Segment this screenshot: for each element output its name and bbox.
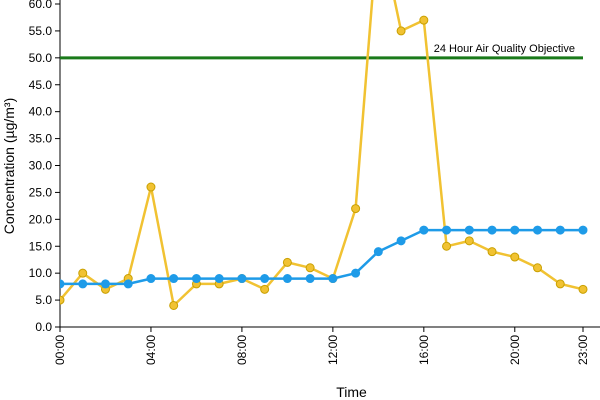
series-1-point — [578, 284, 588, 294]
series-2-point — [328, 274, 338, 284]
series-2-point — [555, 225, 565, 235]
series-1-point — [510, 252, 520, 262]
series-layer — [60, 0, 588, 310]
series-1-point — [464, 236, 474, 246]
series-1-point — [555, 279, 565, 289]
x-tick-label: 08:00 — [235, 335, 249, 365]
y-tick-label: 60.0 — [29, 0, 53, 11]
series-2-point — [510, 225, 520, 235]
y-tick-label: 45.0 — [29, 78, 53, 92]
y-tick-label: 35.0 — [29, 132, 53, 146]
series-1-point — [533, 263, 543, 273]
y-axis-title: Concentration (µg/m³) — [1, 98, 17, 234]
series-1-point — [60, 295, 65, 305]
series-2-point — [396, 236, 406, 246]
series-2-point — [169, 274, 179, 284]
series-2-point — [214, 274, 224, 284]
y-tick-label: 30.0 — [29, 159, 53, 173]
series-2-point — [260, 274, 270, 284]
x-tick-label: 16:00 — [417, 335, 431, 365]
series-2-point — [282, 274, 292, 284]
y-tick-label: 50.0 — [29, 51, 53, 65]
series-2-point — [100, 279, 110, 289]
y-tick-label: 15.0 — [29, 239, 53, 253]
series-2-point — [442, 225, 452, 235]
y-tick-label: 40.0 — [29, 105, 53, 119]
series-1-point — [282, 257, 292, 267]
series-2-point — [237, 274, 247, 284]
series-1-point — [305, 263, 315, 273]
series-1-point — [442, 241, 452, 251]
series-2-point — [464, 225, 474, 235]
series-2-point — [419, 225, 429, 235]
series-2-point — [373, 247, 383, 257]
series-2-point — [487, 225, 497, 235]
series-2-point — [305, 274, 315, 284]
y-tick-label: 0.0 — [35, 320, 52, 334]
series-1-point — [169, 300, 179, 310]
series-2-point — [533, 225, 543, 235]
series-2-point — [351, 268, 361, 278]
y-tick-label: 25.0 — [29, 185, 53, 199]
y-tick-label: 20.0 — [29, 212, 53, 226]
x-axis-ticks: 00:00 04:00 08:00 12:00 16:00 20:00 23:00 — [53, 327, 590, 365]
x-tick-label: 23:00 — [576, 335, 590, 365]
series-1-point — [419, 15, 429, 25]
series-2-point — [146, 274, 156, 284]
series-2-point — [123, 279, 133, 289]
air-quality-objective-label: 24 Hour Air Quality Objective — [434, 43, 575, 55]
x-tick-label: 12:00 — [326, 335, 340, 365]
series-1-point — [78, 268, 88, 278]
x-tick-label: 00:00 — [53, 335, 67, 365]
y-axis-ticks: 0.0 5.0 10.0 15.0 20.0 25.0 30.0 35.0 40.0 45.0 50… — [29, 0, 60, 334]
series-2-point — [78, 279, 88, 289]
y-tick-label: 55.0 — [29, 24, 53, 38]
series-2-point — [191, 274, 201, 284]
y-tick-label: 5.0 — [35, 293, 52, 307]
series-1-point — [396, 26, 406, 36]
series-2-point — [578, 225, 588, 235]
x-tick-label: 04:00 — [144, 335, 158, 365]
series-1-point — [351, 204, 361, 214]
x-tick-label: 20:00 — [508, 335, 522, 365]
series-1-point — [260, 284, 270, 294]
x-axis-title: Time — [336, 384, 367, 400]
series-1-point — [146, 182, 156, 192]
series-1-point — [487, 247, 497, 257]
y-tick-label: 10.0 — [29, 266, 53, 280]
series-2-point — [60, 279, 65, 289]
